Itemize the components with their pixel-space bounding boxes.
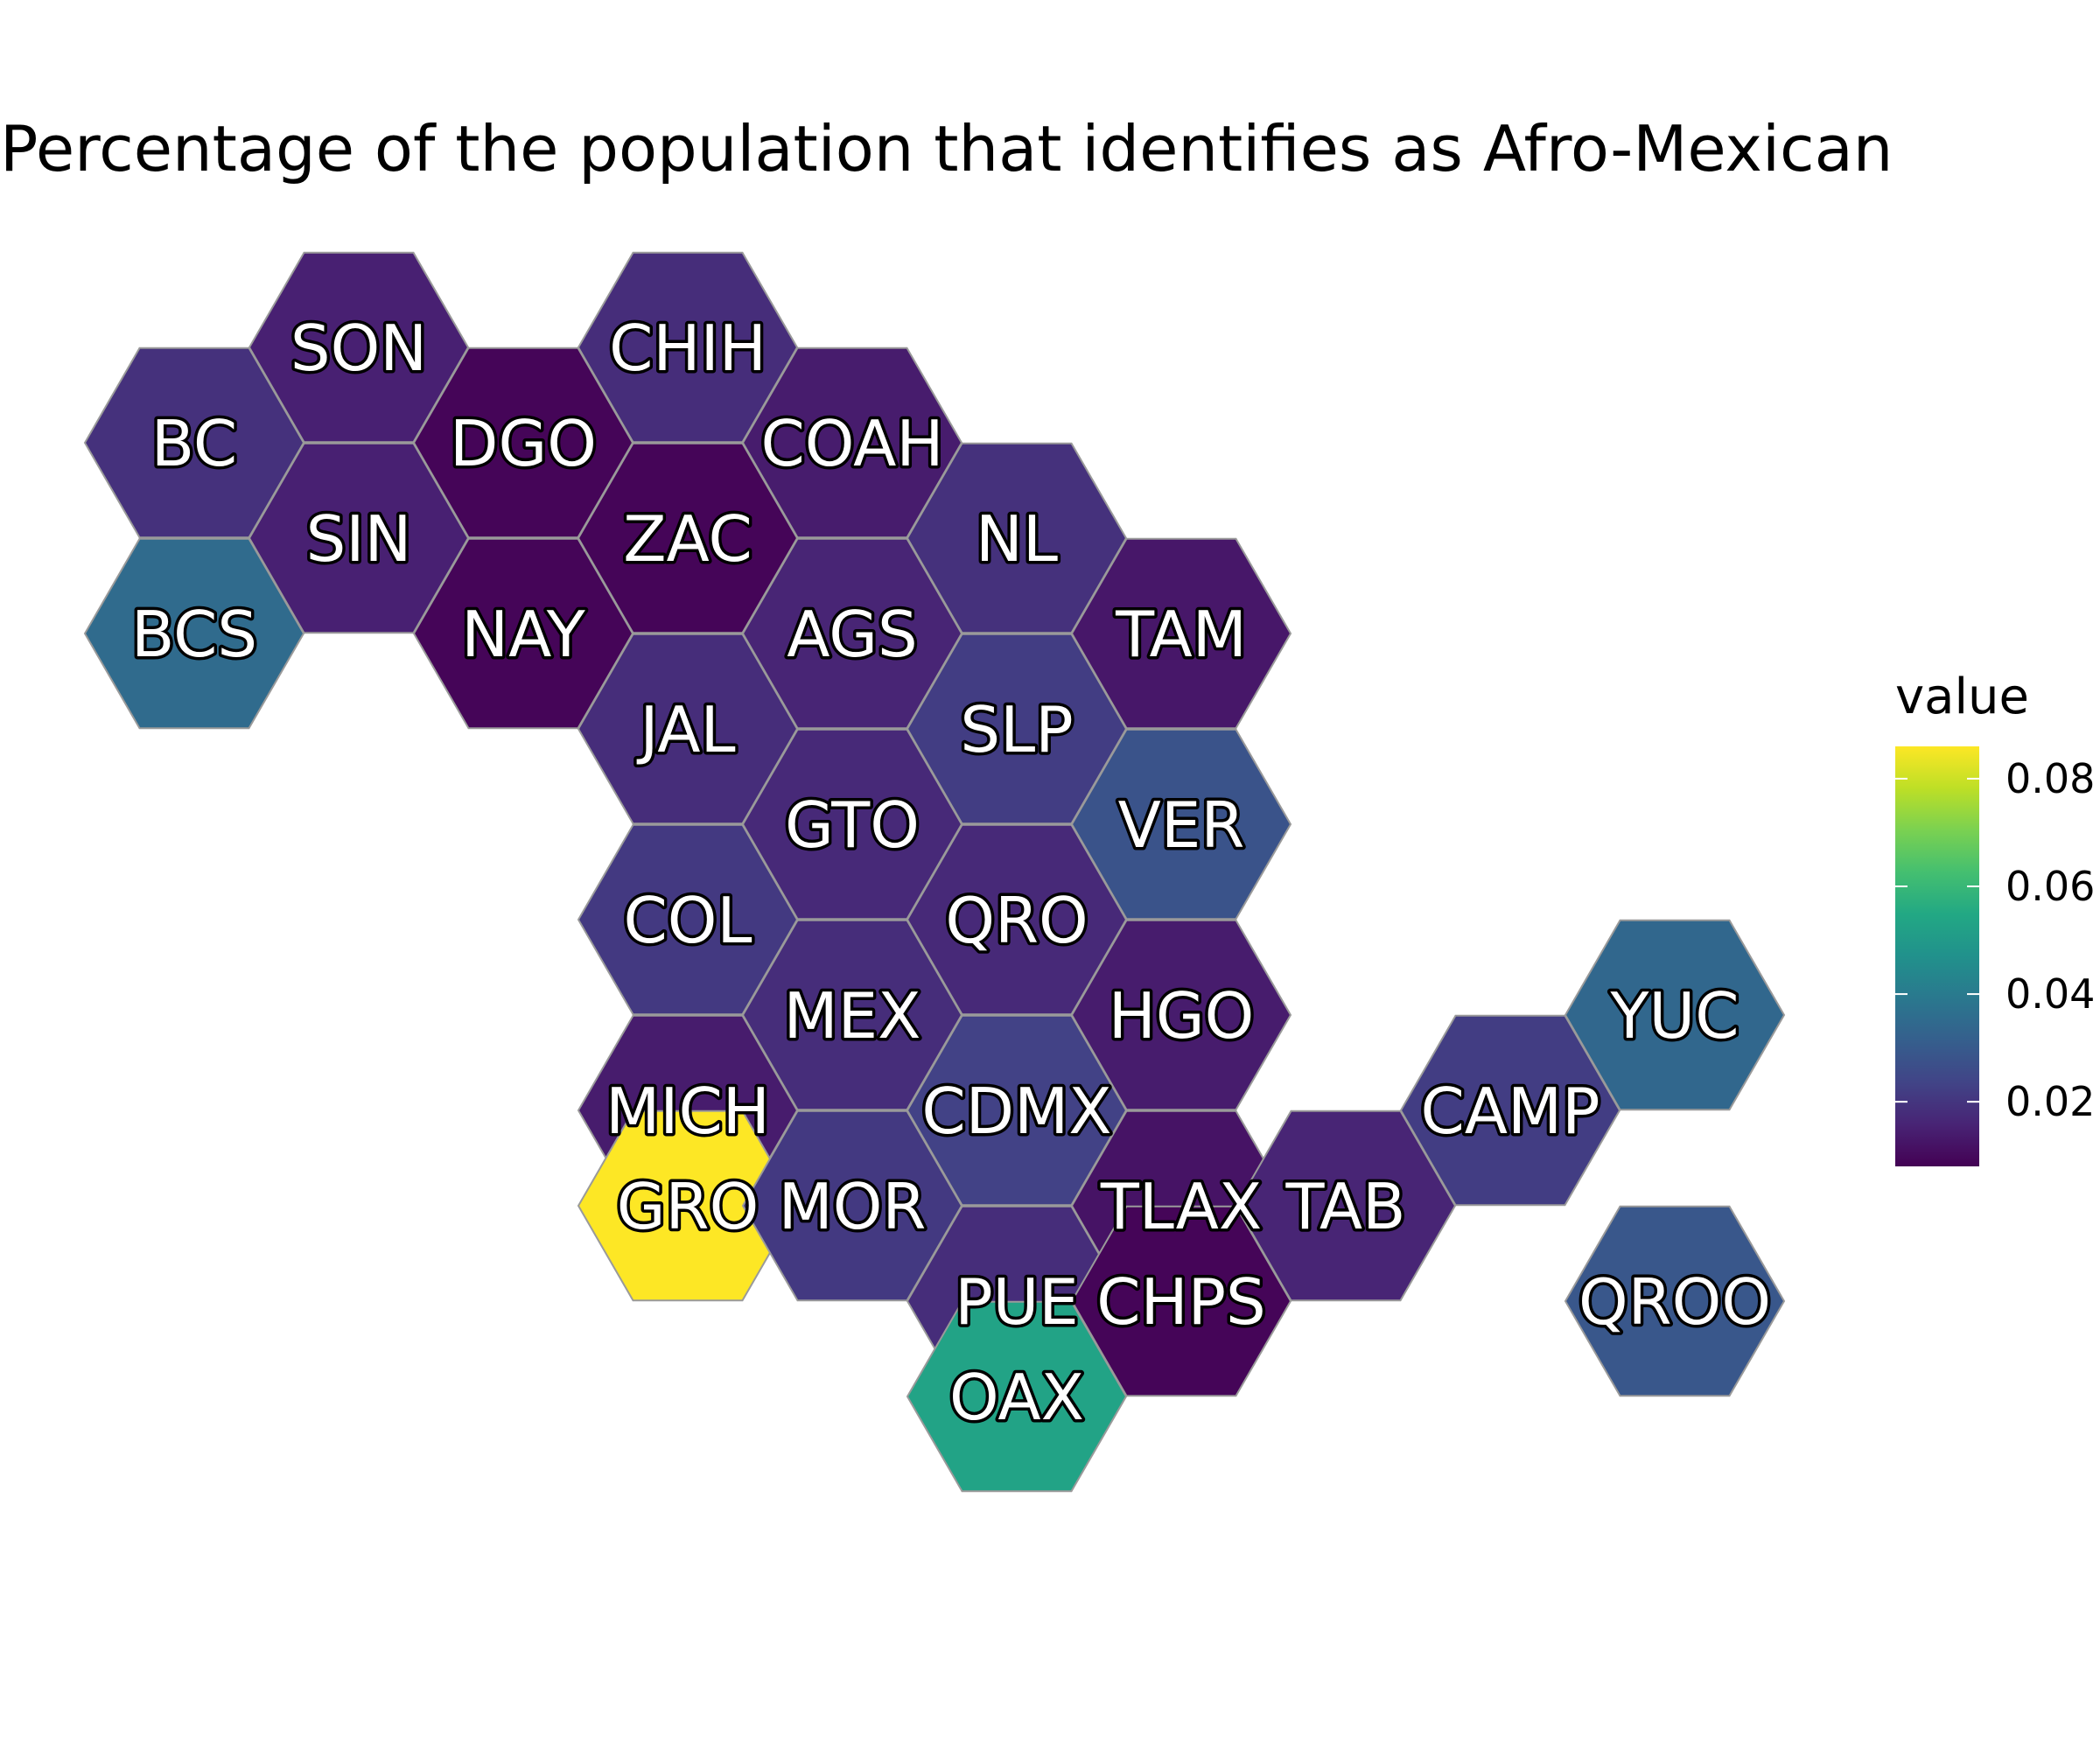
legend-tick-label: 0.02 [2006,1078,2095,1125]
state-label-col: COL [623,884,752,957]
state-label-nay: NAY [461,598,586,671]
hex-qroo [1564,1205,1786,1397]
hex-oax [906,1300,1128,1493]
state-label-mich: MICH [606,1074,770,1148]
state-label-tab: TAB [1284,1170,1405,1243]
state-label-tam: TAM [1115,598,1247,671]
state-label-son: SON [290,312,427,385]
state-label-bc: BC [151,407,237,480]
state-label-mor: MOR [779,1170,927,1243]
state-label-qroo: QROO [1578,1265,1771,1339]
hex-layer [83,251,1786,1493]
chart-title: Percentage of the population that identi… [0,112,1893,186]
state-label-tlax: TLAX [1100,1170,1262,1243]
state-label-cdmx: CDMX [921,1074,1111,1148]
state-label-slp: SLP [960,693,1073,766]
state-label-layer: SON CHIH BC DGO COAH SIN ZAC NL BCS NAY AGS TAM JAL S… [128,309,1774,1438]
state-label-pue: PUE [955,1265,1079,1339]
state-label-ags: AGS [787,598,917,671]
state-label-chps: CHPS [1096,1265,1266,1339]
state-label-sin: SIN [306,502,412,576]
state-label-bcs: BCS [131,598,257,671]
state-label-ver: VER [1118,788,1245,862]
state-label-mex: MEX [784,979,921,1053]
state-label-gto: GTO [785,788,920,862]
legend-tick-label: 0.04 [2006,970,2095,1018]
legend-tick-label: 0.08 [2006,755,2095,802]
legend-tick-label: 0.06 [2006,863,2095,910]
state-label-hgo: HGO [1109,979,1255,1053]
state-label-yuc: YUC [1610,979,1740,1053]
legend-ticks: 0.02 0.04 0.06 0.08 [1895,755,2095,1125]
state-label-nl: NL [976,502,1058,576]
state-label-gro: GRO [617,1170,760,1243]
state-label-dgo: DGO [450,407,597,480]
state-label-coah: COAH [760,407,943,480]
state-label-jal: JAL [636,693,735,766]
state-label-qro: QRO [945,884,1088,957]
state-label-chih: CHIH [609,312,766,385]
color-legend: value 0.02 0.04 0.06 0.08 [1895,668,2095,1166]
hex-gro [577,1110,799,1302]
state-label-oax: OAX [949,1361,1084,1434]
legend-title: value [1895,668,2029,725]
state-label-camp: CAMP [1420,1074,1600,1148]
legend-colorbar [1895,746,1979,1166]
hex-bcs [83,537,305,730]
state-label-zac: ZAC [623,502,752,576]
